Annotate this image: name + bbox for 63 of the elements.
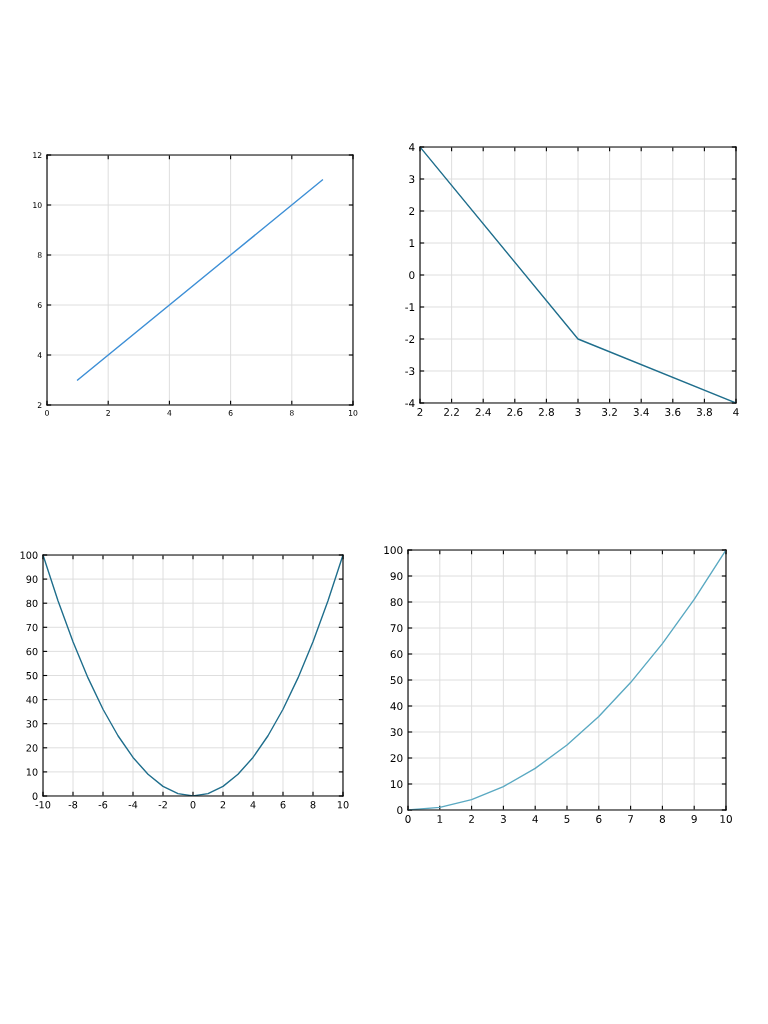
x-tick-label: -6 (98, 801, 108, 809)
y-tick-label: -1 (405, 303, 415, 311)
y-tick-label: 50 (390, 676, 403, 685)
y-tick-label: 90 (390, 572, 403, 581)
x-tick-label: 3 (575, 408, 581, 416)
y-tick-label: 70 (390, 624, 403, 633)
x-tick-label: -2 (158, 801, 167, 809)
x-tick-label: 6 (596, 815, 602, 823)
y-tick-label: 100 (384, 546, 403, 555)
x-tick-label: 4 (532, 815, 538, 823)
y-tick-label: -3 (405, 367, 415, 376)
x-tick-label: 10 (337, 801, 349, 809)
x-tick-label: 2.2 (444, 408, 459, 416)
x-tick-label: 2 (469, 815, 474, 823)
y-tick-label: 10 (391, 780, 403, 789)
y-tick-label: 80 (26, 599, 38, 608)
y-tick-label: -2 (405, 335, 415, 343)
y-tick-label: 1 (409, 239, 415, 247)
line-series (43, 555, 343, 796)
y-tick-label: 4 (409, 143, 415, 151)
y-tick-label: 0 (409, 271, 415, 280)
y-tick-label: 70 (26, 623, 38, 632)
x-tick-label: 3.6 (665, 408, 681, 416)
y-tick-label: 60 (390, 650, 403, 659)
y-tick-label: 3 (409, 175, 415, 184)
x-tick-label: 3 (500, 815, 506, 823)
y-tick-label: 40 (26, 696, 38, 704)
x-tick-label: -10 (35, 801, 51, 809)
x-tick-label: 8 (659, 815, 665, 823)
y-tick-label: 40 (390, 702, 403, 711)
x-tick-label: 5 (564, 815, 570, 823)
x-tick-label: 4 (733, 408, 739, 416)
y-tick-label: 20 (390, 754, 403, 763)
x-tick-label: -8 (68, 801, 78, 809)
x-tick-label: 2 (220, 801, 226, 809)
y-tick-label: 20 (26, 744, 38, 752)
y-tick-label: 2 (409, 207, 415, 215)
y-tick-label: 30 (390, 728, 403, 737)
x-tick-label: 2.4 (475, 408, 491, 416)
x-tick-label: 0 (190, 801, 196, 809)
y-tick-label: 90 (26, 575, 38, 583)
x-tick-label: 7 (628, 815, 634, 823)
y-tick-label: 60 (26, 647, 38, 656)
x-tick-label: 8 (310, 801, 316, 809)
y-tick-label: -4 (405, 399, 415, 407)
y-tick-label: 80 (390, 598, 403, 607)
x-tick-label: -4 (128, 801, 138, 809)
x-tick-label: 2.8 (538, 408, 554, 416)
x-tick-label: 3.2 (602, 408, 617, 416)
x-tick-label: 10 (720, 815, 732, 823)
x-tick-label: 2.6 (507, 408, 523, 416)
y-tick-label: 100 (20, 551, 38, 559)
x-tick-label: 6 (280, 801, 286, 809)
x-tick-label: 3.4 (633, 408, 649, 416)
y-tick-label: 50 (26, 671, 38, 680)
y-tick-label: 30 (26, 720, 38, 728)
x-tick-label: 9 (691, 815, 697, 823)
x-tick-label: 3.8 (696, 408, 712, 416)
y-tick-label: 10 (26, 768, 38, 776)
x-tick-label: 1 (437, 815, 443, 823)
y-tick-label: 0 (32, 792, 38, 800)
x-tick-label: 4 (250, 801, 256, 809)
x-tick-label: 2 (417, 408, 423, 416)
